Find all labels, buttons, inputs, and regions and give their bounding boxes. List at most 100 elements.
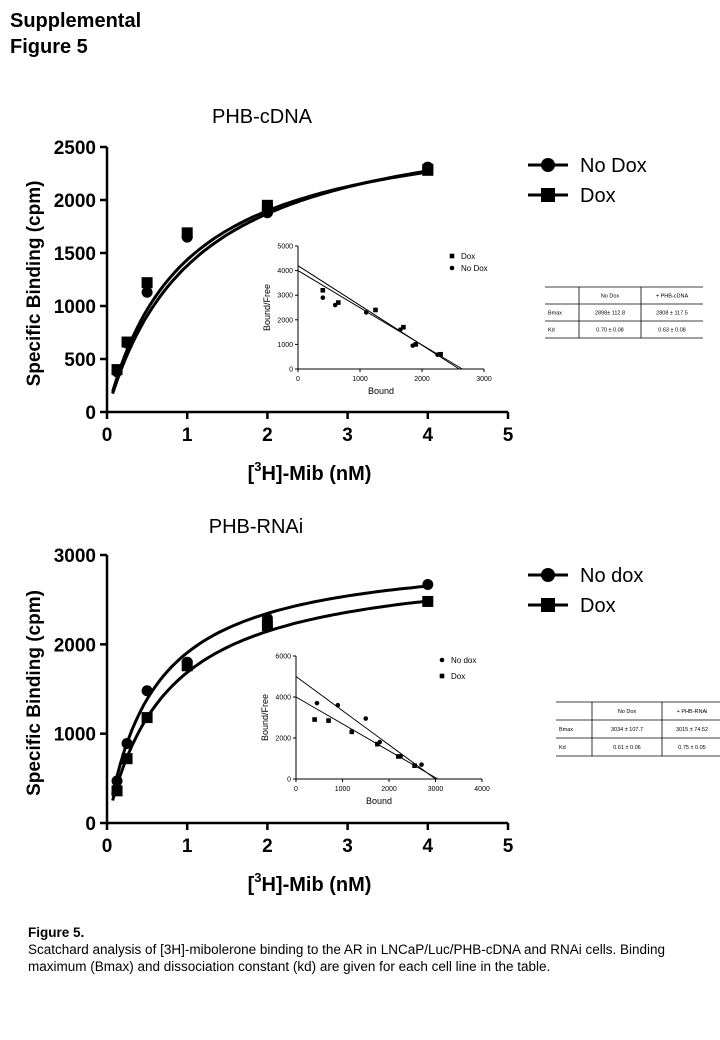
p1-data-point <box>261 199 273 211</box>
caption-title: Figure 5. <box>28 925 85 940</box>
p2-data-point <box>422 595 434 607</box>
p1-y-tick-label: 500 <box>64 350 96 371</box>
p1-inset-x-tick-label: 0 <box>296 376 300 383</box>
p1-inset-y-tick-label: 4000 <box>277 268 293 275</box>
p1-inset-data-point <box>373 307 378 313</box>
p1-inset-data-point <box>435 352 440 358</box>
p1-inset-data-point <box>320 287 326 293</box>
p2-y-tick-label: 1000 <box>54 725 96 746</box>
p2-inset-x-tick-label: 0 <box>294 786 298 793</box>
p1-inset-y-tick-label: 0 <box>289 367 293 374</box>
p1-inset-x-axis-label: Bound <box>368 386 394 396</box>
p1-inset-fit-line-2 <box>297 265 460 370</box>
p1-inset-legend-marker <box>449 253 455 259</box>
p1-data-point <box>181 227 193 239</box>
p2-data-point <box>111 785 123 797</box>
p1-inset-y-tick-label: 2000 <box>277 317 293 324</box>
p2-inset-legend-marker <box>439 657 445 663</box>
p2-x-tick-label: 0 <box>102 836 113 857</box>
p1-inset-legend-label: No Dox <box>461 264 488 273</box>
p2-inset-legend-marker <box>439 673 445 679</box>
p2-x-tick-label: 2 <box>262 836 273 857</box>
p1-x-axis-label: [3H]-Mib (nM) <box>248 459 372 485</box>
p1-inset-background <box>258 238 496 401</box>
p1-y-axis-label: Specific Binding (cpm) <box>24 181 45 387</box>
p2-inset-y-tick-label: 4000 <box>275 695 291 702</box>
p2-y-axis-label: Specific Binding (cpm) <box>24 590 45 796</box>
p2-inset-x-tick-label: 4000 <box>474 786 490 793</box>
p2-x-tick-label: 4 <box>423 836 434 857</box>
p1-chart-title: PHB-cDNA <box>212 106 313 128</box>
p2-x-tick-label: 3 <box>342 836 353 857</box>
p1-y-tick-label: 0 <box>85 403 96 424</box>
p1-inset-legend-marker <box>449 265 455 271</box>
p2-inset-data-point <box>326 718 331 723</box>
p1-y-tick-label: 2000 <box>54 191 96 212</box>
p1-inset-legend-label: Dox <box>461 252 475 261</box>
p1-data-point <box>141 286 153 298</box>
p1-inset-y-tick-label: 3000 <box>277 293 293 300</box>
p1-legend-marker <box>541 188 555 202</box>
p1-table-cell: Kd <box>548 328 555 334</box>
p2-data-point <box>141 685 153 697</box>
p1-inset-data-point <box>363 310 369 315</box>
p2-inset-x-axis-label: Bound <box>366 796 392 806</box>
p2-inset-x-tick-label: 2000 <box>381 786 397 793</box>
p2-chart-title: PHB-RNAi <box>209 516 303 538</box>
p2-inset-y-tick-label: 2000 <box>275 736 291 743</box>
p1-inset-data-point <box>401 324 406 330</box>
p1-table-cell: Bmax <box>548 311 562 317</box>
p1-x-tick-label: 0 <box>102 425 113 446</box>
p2-inset-y-axis-label: Bound/Free <box>260 694 270 741</box>
p2-table-cell: Kd <box>559 745 566 751</box>
p1-table-cell: 2898± 112.8 <box>595 311 625 317</box>
p2-data-point <box>141 712 153 724</box>
figure-heading: Supplemental Figure 5 <box>10 8 141 60</box>
p1-y-tick-label: 2500 <box>54 138 96 159</box>
p1-inset-x-tick-label: 1000 <box>352 376 368 383</box>
p1-inset-data-point <box>320 295 326 300</box>
p2-table-cell: 3034 ± 107.7 <box>611 727 643 733</box>
p1-inset-y-tick-label: 1000 <box>277 342 293 349</box>
p1-legend-marker <box>541 158 555 172</box>
p1-table-cell: 0.70 ± 0.08 <box>596 328 623 334</box>
p2-legend-label: Dox <box>580 595 616 617</box>
p2-inset-data-point <box>412 763 417 768</box>
p2-inset-x-tick-label: 1000 <box>335 786 351 793</box>
p1-data-point <box>111 364 123 376</box>
p1-legend-label: No Dox <box>580 155 647 177</box>
p2-inset-data-point <box>312 717 317 722</box>
p2-inset-y-tick-label: 6000 <box>275 654 291 661</box>
p1-inset-data-point <box>336 300 341 305</box>
p1-table-cell: 0.63 ± 0.08 <box>658 328 685 334</box>
p2-data-point <box>261 620 273 632</box>
p2-inset-data-point <box>314 700 320 706</box>
p1-y-tick-label: 1000 <box>54 297 96 318</box>
p2-inset-fit-line-1 <box>295 676 436 780</box>
p1-inset-fit-line-1 <box>297 270 463 370</box>
figure-caption: Figure 5. Scatchard analysis of [3H]-mib… <box>28 924 708 975</box>
p1-inset-data-point <box>438 351 443 357</box>
p2-table-cell: Bmax <box>559 727 573 733</box>
p1-inset-y-tick-label: 5000 <box>277 244 293 251</box>
p2-legend-marker <box>541 598 555 612</box>
p2-fit-curve-1 <box>111 584 428 795</box>
p1-y-tick-label: 1500 <box>54 244 96 265</box>
p2-x-tick-label: 1 <box>182 836 193 857</box>
p2-legend-label: No dox <box>580 565 643 587</box>
p2-table-header-cell: No Dox <box>618 709 637 715</box>
p1-inset-data-point <box>398 327 403 332</box>
p2-inset-data-point <box>375 741 380 747</box>
p2-inset-data-point <box>396 754 401 759</box>
p2-inset-data-point <box>419 762 424 767</box>
p1-inset-x-tick-label: 2000 <box>414 376 430 383</box>
p2-table-header-cell: + PHB-RNAi <box>677 709 708 715</box>
p2-data-point <box>181 660 193 672</box>
p2-legend-marker <box>541 568 555 582</box>
p2-table-cell: 0.75 ± 0.05 <box>678 745 705 751</box>
p1-data-point <box>141 277 153 289</box>
p1-inset-y-axis-label: Bound/Free <box>262 284 272 331</box>
p1-x-tick-label: 4 <box>423 425 434 446</box>
p1-inset-data-point <box>332 302 338 308</box>
